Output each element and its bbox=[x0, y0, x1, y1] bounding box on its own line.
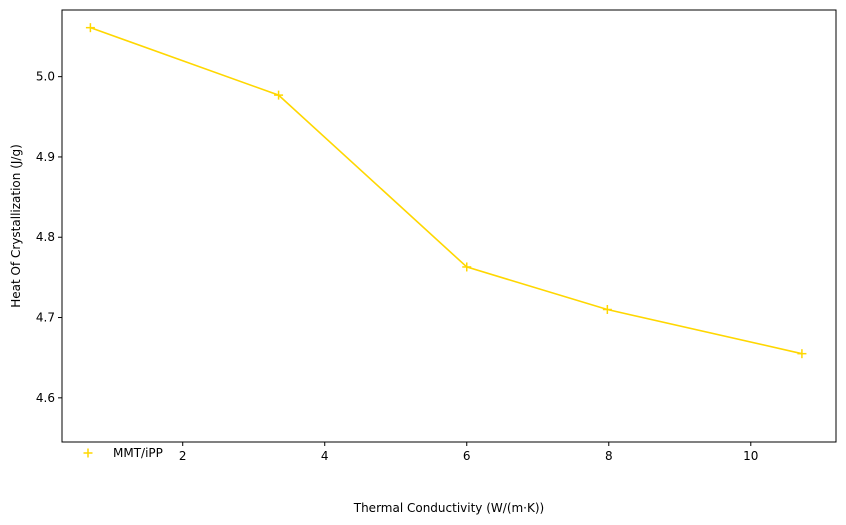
data-point bbox=[602, 305, 612, 315]
legend: MMT/iPP bbox=[83, 446, 163, 460]
data-point bbox=[462, 262, 472, 272]
y-axis-label: Heat Of Crystallization (J/g) bbox=[9, 144, 23, 308]
legend-marker-plus-icon bbox=[83, 448, 93, 458]
y-tick-label: 4.7 bbox=[36, 311, 55, 325]
x-axis: 2 4 6 8 10 bbox=[179, 442, 758, 463]
x-tick-label: 6 bbox=[463, 449, 471, 463]
y-axis: 4.6 4.7 4.8 4.9 5.0 bbox=[36, 70, 62, 405]
y-tick-label: 4.9 bbox=[36, 150, 55, 164]
legend-label: MMT/iPP bbox=[113, 446, 163, 460]
series-layer bbox=[85, 23, 807, 359]
data-point bbox=[85, 23, 95, 33]
y-tick-label: 4.6 bbox=[36, 391, 55, 405]
legend-plus-marker bbox=[83, 448, 93, 458]
x-axis-label: Thermal Conductivity (W/(m·K)) bbox=[353, 501, 544, 515]
x-tick-label: 10 bbox=[743, 449, 758, 463]
x-tick-label: 2 bbox=[179, 449, 187, 463]
data-point bbox=[274, 90, 284, 100]
x-tick-label: 4 bbox=[321, 449, 329, 463]
plot-frame bbox=[61, 9, 837, 443]
y-tick-label: 4.8 bbox=[36, 230, 55, 244]
plot-area bbox=[62, 10, 836, 442]
data-point bbox=[797, 349, 807, 359]
x-tick-label: 8 bbox=[605, 449, 613, 463]
y-tick-label: 5.0 bbox=[36, 70, 55, 84]
